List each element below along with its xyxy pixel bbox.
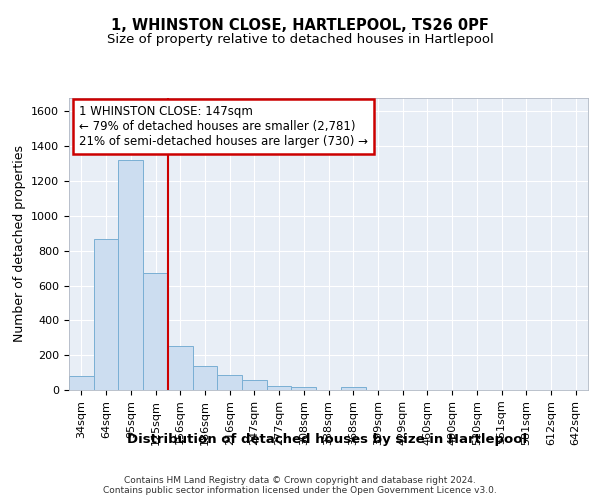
Bar: [217, 375, 242, 390]
Text: Distribution of detached houses by size in Hartlepool: Distribution of detached houses by size …: [127, 432, 527, 446]
Bar: [242, 380, 267, 390]
Bar: [341, 388, 365, 390]
Bar: [94, 238, 118, 390]
Bar: [69, 376, 94, 390]
Text: 1, WHINSTON CLOSE, HARTLEPOOL, TS26 0PF: 1, WHINSTON CLOSE, HARTLEPOOL, TS26 0PF: [111, 18, 489, 32]
Text: Size of property relative to detached houses in Hartlepool: Size of property relative to detached ho…: [107, 32, 493, 46]
Bar: [193, 366, 217, 390]
Text: Contains HM Land Registry data © Crown copyright and database right 2024.
Contai: Contains HM Land Registry data © Crown c…: [103, 476, 497, 495]
Bar: [118, 160, 143, 390]
Text: 1 WHINSTON CLOSE: 147sqm
← 79% of detached houses are smaller (2,781)
21% of sem: 1 WHINSTON CLOSE: 147sqm ← 79% of detach…: [79, 105, 368, 148]
Bar: [292, 386, 316, 390]
Bar: [143, 274, 168, 390]
Y-axis label: Number of detached properties: Number of detached properties: [13, 145, 26, 342]
Bar: [267, 386, 292, 390]
Bar: [168, 346, 193, 390]
